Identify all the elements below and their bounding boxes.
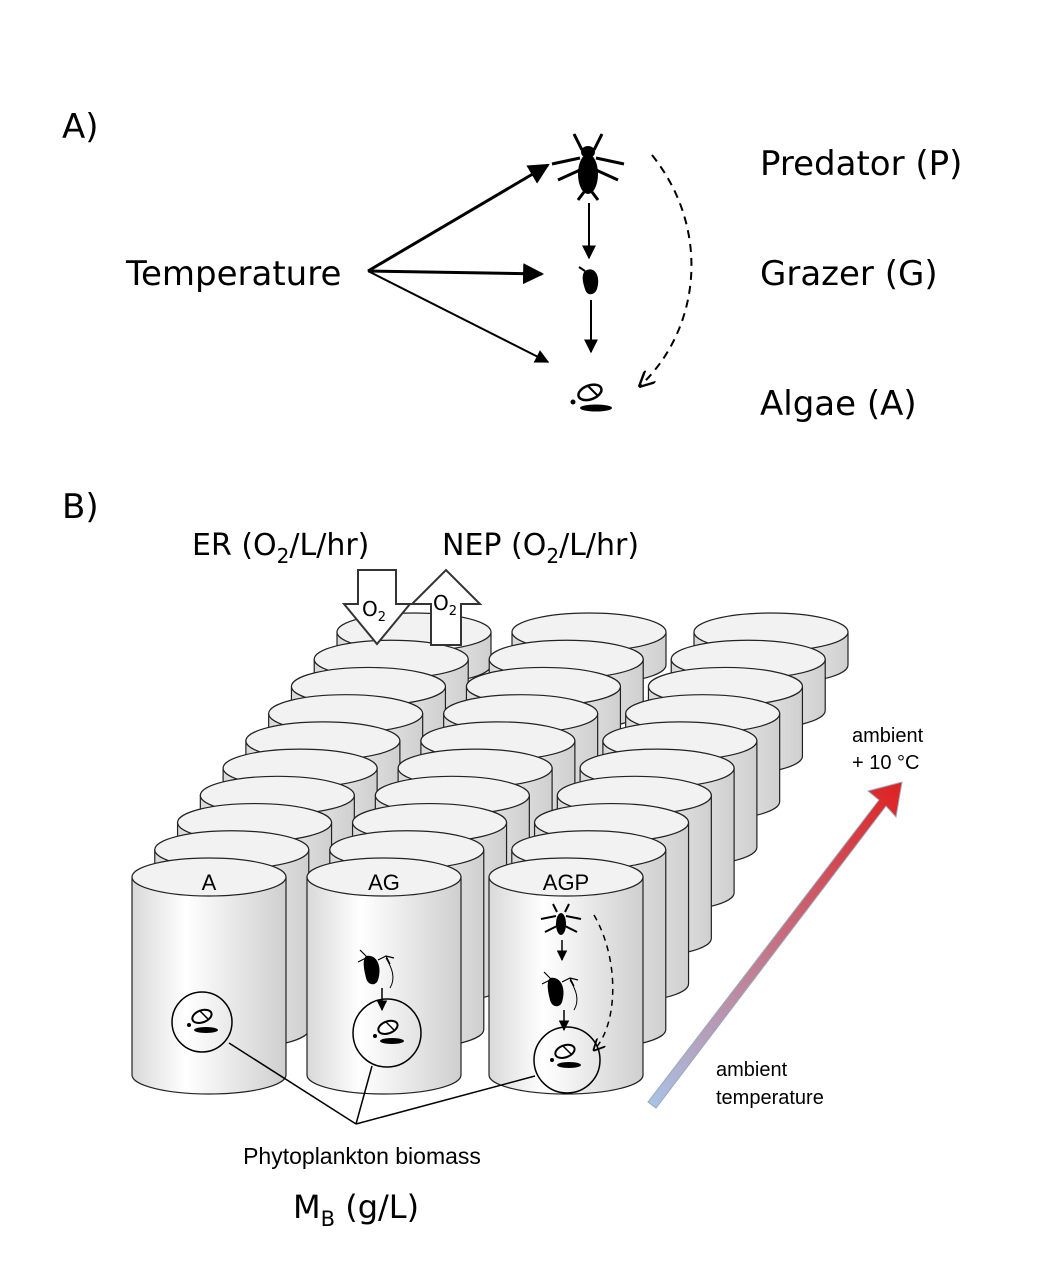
treatment-a-label: A: [202, 870, 217, 895]
gradient-top-line1: ambient: [852, 725, 924, 747]
biomass-pointer-lines: [228, 1042, 536, 1125]
panel-b-label: B): [62, 487, 99, 527]
gradient-top-line2: + 10 °C: [852, 752, 919, 774]
treatment-ag-label: AG: [368, 870, 400, 895]
temp-to-predator-arrow: [367, 163, 550, 273]
cylinder-agp-foodchain: [533, 903, 614, 1094]
temp-to-algae-arrow: [367, 270, 550, 363]
nep-label: NEP (O2/L/hr): [442, 528, 639, 568]
biomass-unit-label: MB (g/L): [293, 1188, 419, 1231]
temperature-label: Temperature: [125, 254, 341, 294]
grazer-icon: [578, 266, 599, 295]
temp-to-grazer-arrow: [367, 263, 545, 285]
panel-a-label: A): [62, 107, 99, 147]
temperature-gradient-arrow: [647, 781, 903, 1109]
predator-icon: [551, 133, 625, 201]
gradient-bottom-line1: ambient: [716, 1059, 788, 1081]
er-label: ER (O2/L/hr): [192, 528, 369, 568]
algae-label: Algae (A): [760, 384, 917, 424]
cylinder-ag-foodchain: [352, 949, 422, 1068]
svg-text:O2: O2: [433, 591, 457, 619]
nep-o2-up-arrow: O2: [409, 568, 483, 646]
mesocosm-cylinder: [131, 857, 287, 1095]
mesocosm-array: [131, 612, 849, 1095]
panel-a: A) Temperature Predator (P) Grazer (G) A…: [62, 107, 962, 424]
biomass-label: Phytoplankton biomass: [243, 1143, 481, 1169]
treatment-agp-label: AGP: [543, 870, 589, 895]
daphnia-icon-agp: [541, 971, 579, 1011]
cylinder-a-algae: [171, 991, 233, 1053]
mesocosm-cylinder: [306, 857, 462, 1095]
predator-to-algae-indirect-arrow: [640, 154, 693, 386]
gradient-bottom-line2: temperature: [716, 1087, 824, 1109]
algae-icon: [570, 383, 612, 412]
predator-label: Predator (P): [760, 144, 962, 184]
er-o2-down-arrow: O2: [341, 569, 413, 646]
backswimmer-icon: [540, 903, 582, 935]
panel-b: B) ER (O2/L/hr) NEP (O2/L/hr) O2 O2 A AG…: [62, 487, 924, 1231]
grazer-label: Grazer (G): [760, 254, 938, 294]
svg-text:O2: O2: [362, 597, 386, 625]
daphnia-icon: [357, 949, 395, 989]
